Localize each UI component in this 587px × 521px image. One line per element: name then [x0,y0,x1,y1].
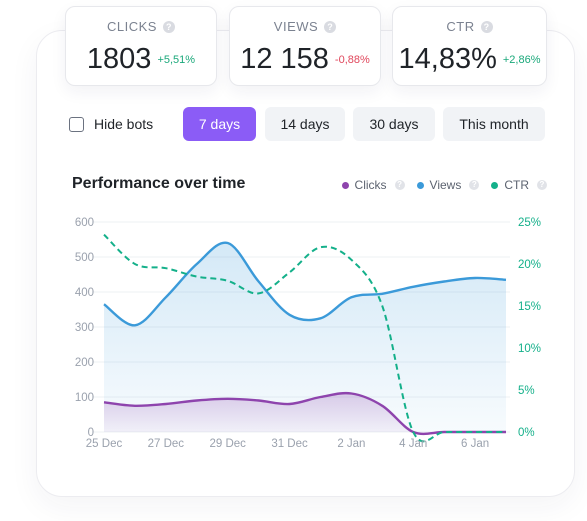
stat-card-views: VIEWS? 12 158 -0,88% [229,6,381,86]
x-tick-label: 4 Jan [399,438,427,450]
hide-bots-toggle[interactable]: Hide bots [69,116,153,132]
help-icon[interactable]: ? [162,21,175,33]
ctr-line [103,233,506,443]
y-right-tick-label: 20% [518,259,541,271]
y-left-tick-label: 100 [75,392,94,404]
help-icon[interactable]: ? [537,180,547,190]
y-right-tick-label: 5% [518,385,535,397]
hide-bots-label: Hide bots [94,116,154,132]
y-left-tick-label: 300 [75,322,94,334]
y-right-tick-label: 15% [518,301,541,313]
stat-value: 12 158 [240,43,329,75]
legend-label: CTR [504,178,529,192]
stat-card-clicks: CLICKS? 1803 +5,51% [65,6,217,86]
help-icon[interactable]: ? [480,21,493,33]
views-area [104,242,506,432]
y-left-tick-label: 0 [88,427,94,439]
help-icon[interactable]: ? [394,180,405,190]
y-left-tick-label: 500 [75,252,94,264]
range-7-days-button[interactable]: 7 days [183,107,256,141]
legend-item-ctr[interactable]: CTR ? [491,178,547,192]
chart-title: Performance over time [72,175,246,192]
legend-label: Views [429,178,462,192]
stat-card-ctr: CTR? 14,83% +2,86% [392,6,547,86]
range-this-month-button[interactable]: This month [443,107,545,141]
stat-change: -0,88% [334,53,370,66]
x-tick-label: 6 Jan [461,438,489,450]
clicks-area [104,393,506,434]
views-line [103,241,507,327]
y-left-tick-label: 400 [75,287,94,299]
x-tick-label: 27 Dec [148,438,185,450]
stat-value: 1803 [86,43,152,75]
stat-change: +5,51% [157,53,196,66]
legend-item-views[interactable]: Views ? [416,178,480,192]
stat-label: CLICKS [107,19,157,34]
legend-swatch [416,181,424,189]
range-14-days-button[interactable]: 14 days [265,107,345,141]
y-right-tick-label: 0% [518,427,535,439]
stat-label: CTR [446,19,475,34]
chart-legend: Clicks ? Views ? CTR ? [341,178,547,192]
x-tick-label: 25 Dec [86,438,123,450]
legend-label: Clicks [354,178,387,192]
y-left-tick-label: 200 [75,357,94,369]
stat-value: 14,83% [398,43,497,75]
stat-label: VIEWS [273,19,319,34]
legend-swatch [341,181,349,189]
help-icon[interactable]: ? [469,180,480,190]
range-30-days-button[interactable]: 30 days [353,107,435,141]
x-tick-label: 31 Dec [271,438,308,450]
y-left-tick-label: 600 [75,217,94,229]
help-icon[interactable]: ? [324,21,337,33]
y-right-tick-label: 25% [518,217,541,229]
legend-swatch [491,181,499,189]
hide-bots-checkbox[interactable] [69,116,84,132]
stat-change: +2,86% [502,53,541,66]
y-right-tick-label: 10% [518,343,541,355]
x-tick-label: 29 Dec [209,438,246,450]
x-tick-label: 2 Jan [337,438,365,450]
legend-item-clicks[interactable]: Clicks ? [341,178,405,192]
